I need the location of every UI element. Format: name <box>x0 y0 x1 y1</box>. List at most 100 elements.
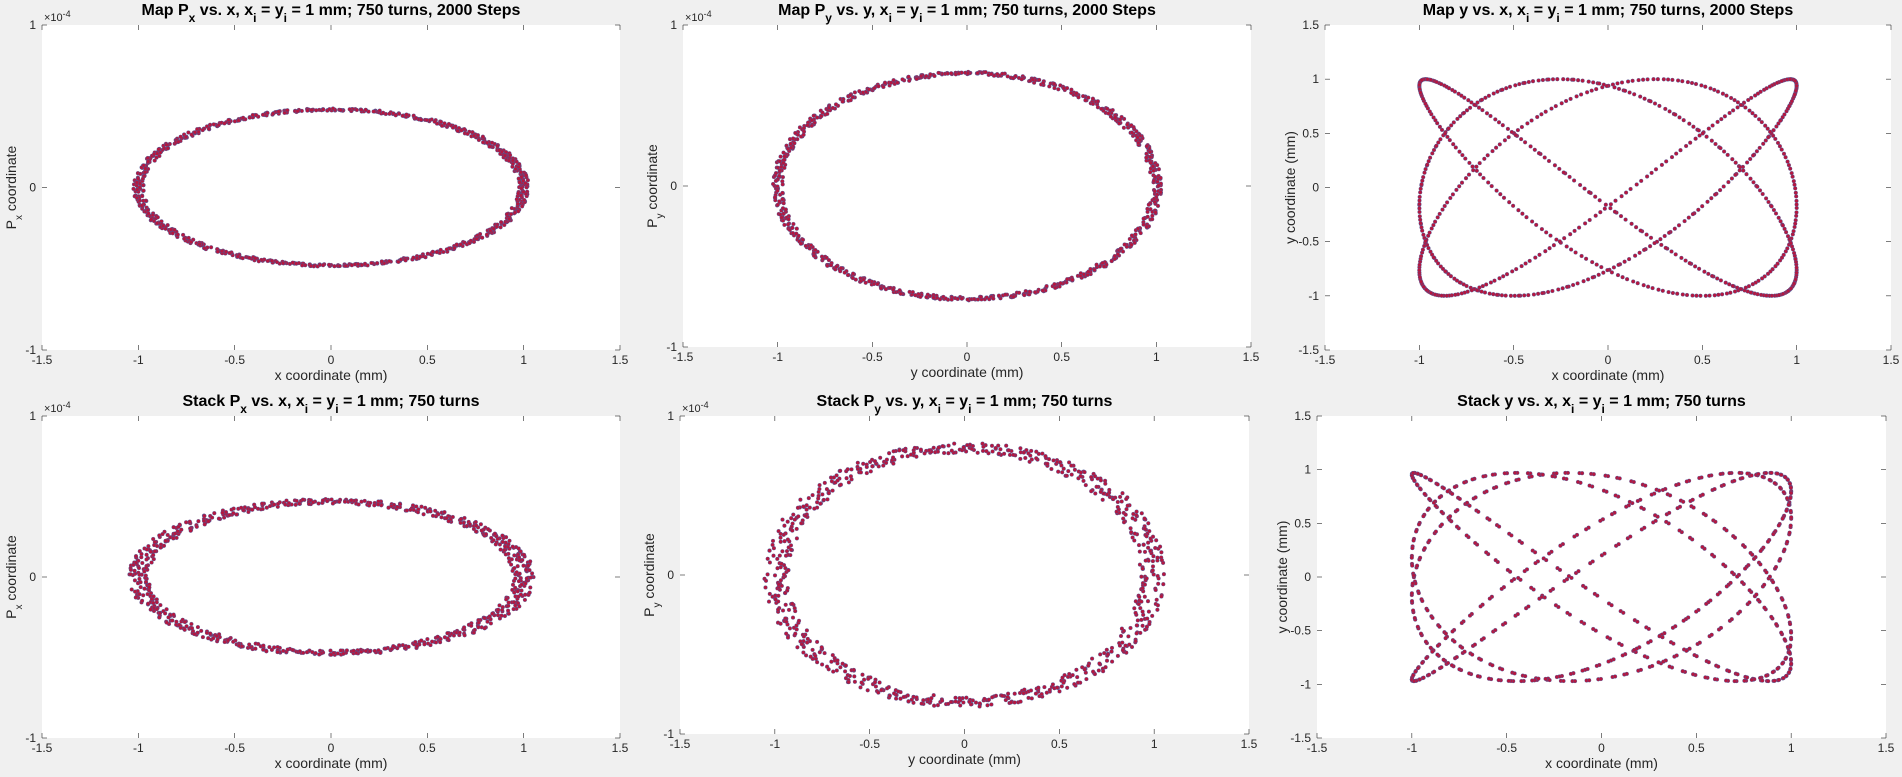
data-point <box>1023 455 1028 461</box>
data-point <box>1539 227 1544 232</box>
data-point <box>861 461 866 466</box>
data-point <box>1704 134 1709 139</box>
data-point <box>528 575 533 580</box>
data-point <box>232 119 237 124</box>
data-point <box>1502 138 1507 143</box>
data-point <box>1140 609 1145 614</box>
data-point <box>1448 514 1453 519</box>
data-point <box>136 176 141 181</box>
data-point <box>134 180 139 185</box>
x-axis-label: x coordinate (mm) <box>1545 755 1658 771</box>
data-point <box>1594 262 1599 267</box>
data-point <box>1780 223 1785 228</box>
data-point <box>1560 286 1565 291</box>
data-point <box>1494 485 1499 490</box>
data-point <box>1069 463 1074 468</box>
data-point <box>1558 543 1563 548</box>
data-point <box>1564 244 1569 249</box>
data-point <box>1778 118 1783 123</box>
data-point <box>1561 678 1566 684</box>
data-point <box>817 650 822 655</box>
data-point <box>1120 491 1125 496</box>
data-point <box>1788 644 1793 649</box>
data-point <box>400 113 405 118</box>
data-point <box>1732 289 1738 294</box>
data-point <box>1793 78 1798 83</box>
data-point <box>1101 264 1107 269</box>
data-point <box>1512 470 1518 475</box>
data-point <box>508 153 513 158</box>
data-point <box>1582 186 1587 191</box>
data-point <box>1546 289 1551 295</box>
data-point <box>807 246 812 251</box>
x-axis-label: x coordinate (mm) <box>275 755 388 771</box>
data-point <box>1794 198 1799 203</box>
data-point <box>519 582 524 587</box>
data-point <box>1669 155 1675 160</box>
data-point <box>1681 118 1686 123</box>
data-point <box>1507 200 1512 205</box>
data-point <box>1059 463 1064 468</box>
data-point <box>1129 242 1134 247</box>
data-point <box>422 642 427 647</box>
data-point <box>782 154 787 159</box>
data-point <box>1626 79 1631 84</box>
data-point <box>1775 140 1781 145</box>
data-point <box>504 212 509 217</box>
y-tick-label: 0 <box>29 181 36 195</box>
data-point <box>1428 478 1433 483</box>
data-point <box>995 72 1000 77</box>
data-point <box>1771 128 1776 133</box>
data-point <box>522 552 527 557</box>
x-tick-label: -1 <box>769 737 780 751</box>
data-point <box>1060 675 1065 680</box>
data-point <box>1709 196 1714 201</box>
data-point <box>1439 509 1444 514</box>
data-point <box>1512 293 1517 298</box>
data-point <box>1791 179 1796 184</box>
data-point <box>1624 671 1629 676</box>
data-point <box>931 295 936 300</box>
data-point <box>1040 288 1045 293</box>
data-point <box>846 680 851 685</box>
data-point <box>137 592 142 597</box>
data-point <box>1774 622 1779 627</box>
data-point <box>1145 214 1150 219</box>
data-point <box>985 703 990 708</box>
data-point <box>261 643 266 648</box>
data-point <box>1787 481 1793 486</box>
data-point <box>1429 226 1434 231</box>
data-point <box>220 510 225 515</box>
data-point <box>1781 291 1786 296</box>
data-point <box>1448 195 1453 201</box>
data-point <box>891 78 896 83</box>
data-point <box>1421 175 1426 180</box>
data-point <box>1741 168 1746 173</box>
data-point <box>253 256 258 261</box>
data-point <box>467 522 472 527</box>
data-point <box>163 538 168 543</box>
data-point <box>170 231 175 236</box>
y-tick-label: -1 <box>1300 677 1311 691</box>
data-point <box>1735 105 1740 110</box>
data-point <box>376 502 381 507</box>
data-point <box>476 137 481 143</box>
data-point <box>1684 143 1689 149</box>
data-point <box>1773 136 1778 141</box>
data-point <box>1750 552 1755 557</box>
data-point <box>415 510 421 515</box>
data-point <box>928 72 933 77</box>
data-point <box>831 669 836 674</box>
data-point <box>1427 109 1432 114</box>
data-point <box>1432 669 1437 674</box>
data-point <box>838 665 843 670</box>
data-point <box>1768 129 1773 134</box>
data-point <box>1613 674 1618 679</box>
data-point <box>1787 670 1792 675</box>
data-point <box>1559 101 1564 106</box>
data-point <box>1132 240 1137 245</box>
data-point <box>1593 194 1598 199</box>
x-tick-label: -1.5 <box>673 350 694 364</box>
data-point <box>1136 543 1142 548</box>
data-point <box>1565 610 1570 615</box>
